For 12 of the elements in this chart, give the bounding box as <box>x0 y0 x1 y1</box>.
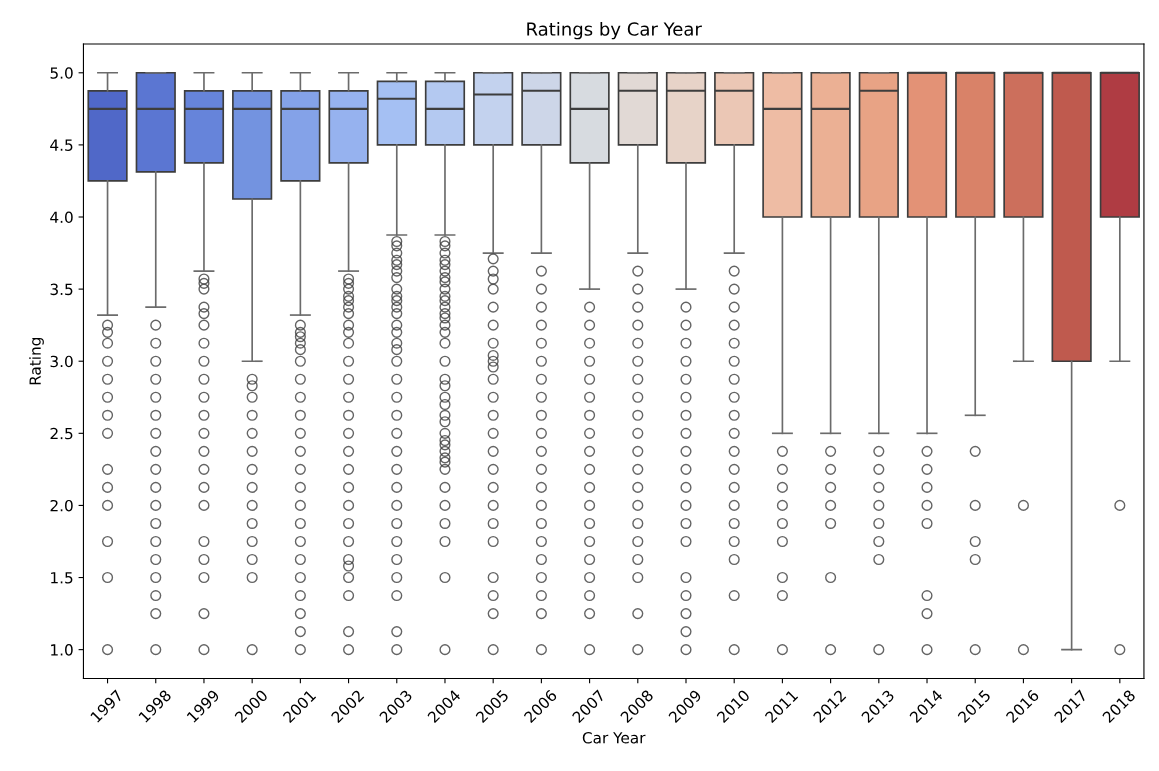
y-tick-label: 1.0 <box>51 644 73 656</box>
y-tick-label: 5.0 <box>50 67 73 79</box>
y-tick-label: 1.5 <box>51 572 73 584</box>
chart-title: Ratings by Car Year <box>527 21 702 40</box>
y-axis-title: Rating <box>29 337 44 385</box>
y-tick-label: 3.0 <box>50 355 73 368</box>
y-tick-label: 4.0 <box>50 211 73 224</box>
y-tick-label: 2.0 <box>50 499 73 512</box>
x-axis-title: Car Year <box>582 731 646 744</box>
y-tick-label: 4.5 <box>50 139 73 151</box>
y-tick-label: 3.5 <box>50 283 73 296</box>
y-tick-label: 2.5 <box>50 427 73 440</box>
